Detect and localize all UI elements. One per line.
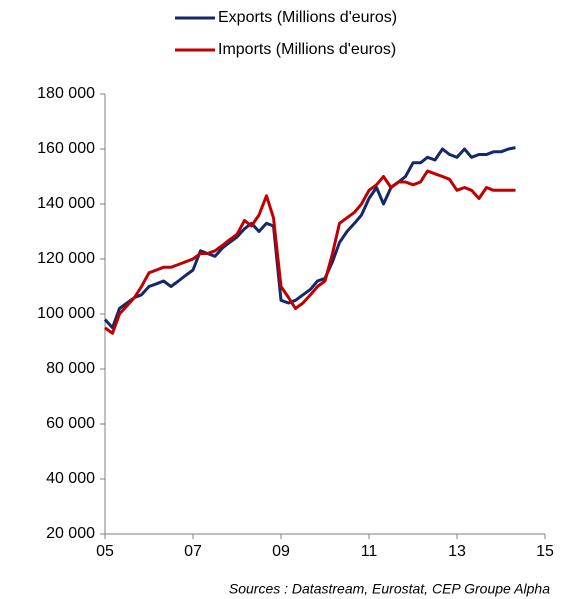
y-tick-label: 180 000 — [37, 85, 95, 102]
y-tick-label: 60 000 — [46, 415, 95, 432]
legend-label: Imports (Millions d'euros) — [218, 41, 396, 58]
x-tick-label: 15 — [536, 543, 554, 560]
y-tick-label: 140 000 — [37, 195, 95, 212]
source-note: Sources : Datastream, Eurostat, CEP Grou… — [229, 581, 550, 597]
y-tick-label: 40 000 — [46, 470, 95, 487]
series-line — [104, 169, 516, 335]
series-line — [103, 146, 516, 330]
y-tick-label: 80 000 — [46, 360, 95, 377]
y-tick-label: 20 000 — [46, 525, 95, 542]
y-tick-label: 120 000 — [37, 250, 95, 267]
legend-label: Exports (Millions d'euros) — [218, 9, 397, 26]
y-tick-label: 100 000 — [37, 305, 95, 322]
x-tick-label: 09 — [272, 543, 290, 560]
x-tick-label: 07 — [184, 543, 202, 560]
x-tick-label: 11 — [361, 543, 378, 560]
x-tick-label: 05 — [96, 543, 114, 560]
x-tick-label: 13 — [448, 543, 466, 560]
y-tick-label: 160 000 — [37, 140, 95, 157]
